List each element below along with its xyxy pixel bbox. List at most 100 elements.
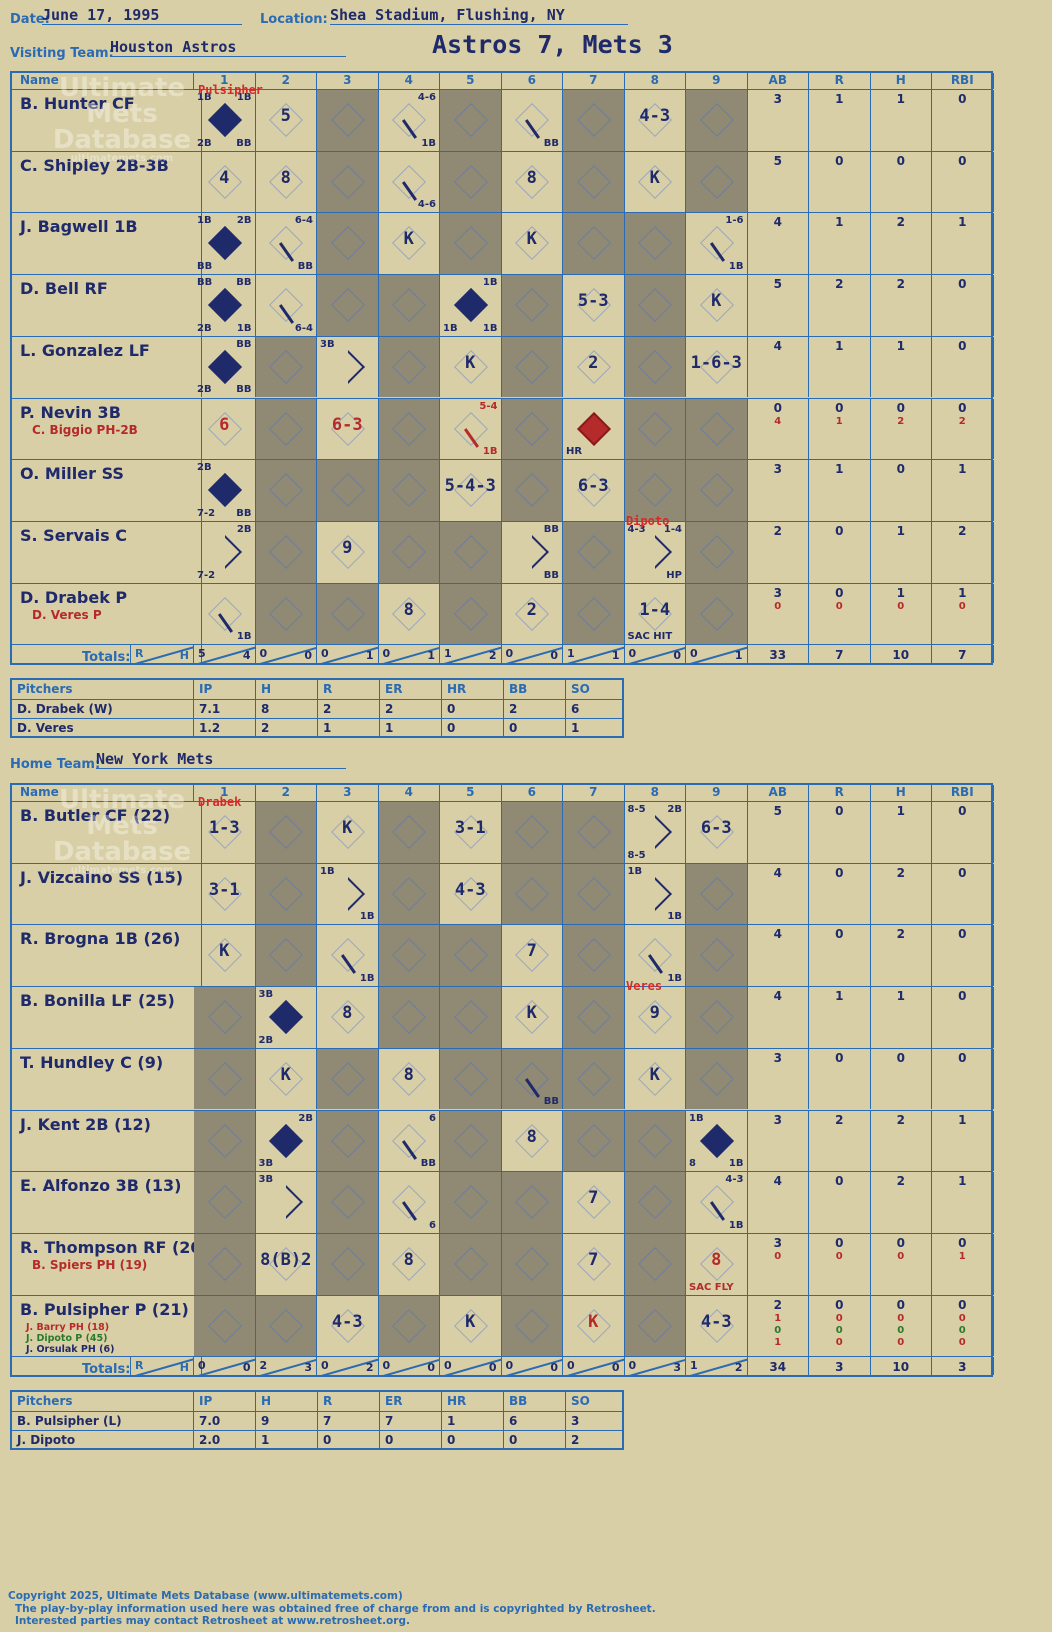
base-notation: BB [420, 1158, 436, 1170]
base-notation: 4-3 [627, 523, 646, 535]
inning-hits: 1 [365, 649, 374, 662]
stat-value: 0 [835, 523, 844, 538]
pitching-cell: 2.0 [194, 1431, 256, 1449]
base-diamond [515, 1246, 550, 1281]
home-player-row: B. Bonilla LF (25) 3B 2B 8 K 9 4 1 1 0 [12, 986, 994, 1048]
visitors-inning-cell: 4-6 1B [379, 90, 440, 151]
visitors-inning-cell [624, 398, 686, 460]
visitors-inning-cell [378, 398, 440, 460]
visitor_pitching-header-row: Pitchers IP H R ER HR BB SO [12, 680, 622, 699]
stat-value: 0 [896, 1050, 905, 1065]
pitching-cell: 1 [571, 721, 580, 735]
stat-value: 4 [773, 865, 782, 880]
visitors-inning-cell: 2 [502, 583, 563, 645]
base-diamond [638, 411, 673, 446]
visitors-stat-cell: 5 [748, 151, 809, 213]
watermark-line3: Database [52, 837, 192, 867]
stat-value: 1 [835, 92, 844, 106]
home-inning-cell [501, 863, 563, 925]
home-stat-cell: 0 [809, 863, 871, 925]
play-notation: K [588, 1311, 599, 1332]
rh-h-label: H [179, 649, 189, 662]
home-inning-cell [255, 802, 317, 863]
visitors-inning-cell: K [379, 213, 440, 275]
base-diamond [699, 226, 734, 261]
game-title: Astros 7, Mets 3 [432, 30, 673, 59]
player-name: O. Miller SS [20, 464, 124, 484]
base-diamond [576, 1061, 611, 1096]
visitors-inning-cell: 6-4 [256, 275, 317, 336]
stat-value: 0 [773, 400, 782, 415]
home-inning-cell: 8 SAC FLY [686, 1233, 748, 1295]
play-notation: 9 [649, 1003, 660, 1024]
play-notation: 1-4 [639, 599, 671, 620]
pitching-cell: 9 [256, 1412, 318, 1430]
stat-value: 2 [896, 215, 905, 230]
visitors-inning-cell [317, 460, 379, 521]
visitors-stat-cell: 1 [809, 90, 871, 151]
stat-value: 2 [896, 277, 905, 292]
play-notation: 2 [588, 352, 599, 373]
home-name-cell: B. Butler CF (22) [12, 802, 202, 863]
visitors-inning-cell [317, 90, 379, 151]
visitors-stat-cell: 2 [809, 275, 871, 336]
stat-total-value: 33 [769, 648, 787, 663]
visitors-inning-cell [501, 460, 563, 521]
base-notation: 1B [359, 911, 375, 923]
stat-value: 0 [958, 600, 966, 612]
inning-runs: 0 [321, 647, 329, 661]
base-diamond [453, 288, 488, 323]
visitors-inning-cell [255, 521, 317, 583]
base-diamond [392, 349, 427, 384]
pitching-cell: 7.0 [194, 1412, 256, 1430]
base-diamond [269, 349, 304, 384]
play-notation: K [526, 229, 537, 250]
player-name: B. Butler CF (22) [20, 806, 171, 825]
home-player-row: R. Brogna 1B (26) K 1B 7 1B 4 0 2 0 [12, 924, 994, 987]
visitors-stat-header-3: RBI [932, 73, 994, 89]
visitors-inning-cell [686, 398, 748, 460]
base-diamond [269, 815, 304, 849]
visitors-inning-cell [255, 398, 317, 460]
base-diamond [515, 288, 550, 323]
base-diamond [453, 226, 488, 261]
home-stat-cell: 2 [871, 1172, 932, 1233]
stat-value: 1 [896, 338, 905, 353]
base-notation: 3B [258, 1158, 274, 1170]
substitute-name: J. Barry PH (18) [26, 1321, 110, 1333]
base-notation: BB [543, 523, 559, 535]
base-notation: 4-6 [417, 92, 436, 103]
home-name-header: Name [12, 785, 194, 801]
base-diamond [392, 473, 427, 508]
visitors-inning-cell: 4-6 [379, 151, 440, 213]
play-notation: 8 [280, 167, 291, 188]
base-diamond [638, 473, 673, 508]
stat-value: 0 [835, 1297, 844, 1312]
home-inning-cell: 8 [379, 1048, 440, 1110]
stat-total-value: 7 [835, 648, 844, 663]
pitching-header-cell: R [318, 680, 380, 699]
home-player-row: B. Pulsipher P (21) J. Barry PH (18) J. Di… [12, 1294, 994, 1357]
play-notation: K [649, 167, 660, 188]
visitors-stat-total: 7 [932, 645, 994, 663]
home_pitching-row: B. Pulsipher (L) 7.0 9 7 7 1 6 3 [12, 1411, 622, 1430]
visitors-inning-cell: 5 [256, 90, 317, 151]
stat-value: 0 [958, 1324, 966, 1336]
play-notation: 1-3 [208, 818, 240, 838]
pitching-header-cell: ER [380, 1392, 442, 1411]
substitute-name: D. Veres P [32, 607, 102, 622]
visitors-stat-cell: 1 [809, 336, 871, 398]
base-notation: 7-2 [197, 507, 216, 519]
visitors-name-cell: J. Bagwell 1B [12, 213, 202, 275]
stat-value: 2 [773, 1297, 782, 1312]
pitching-cell: 2 [318, 700, 380, 718]
base-notation: 1B [482, 322, 498, 334]
